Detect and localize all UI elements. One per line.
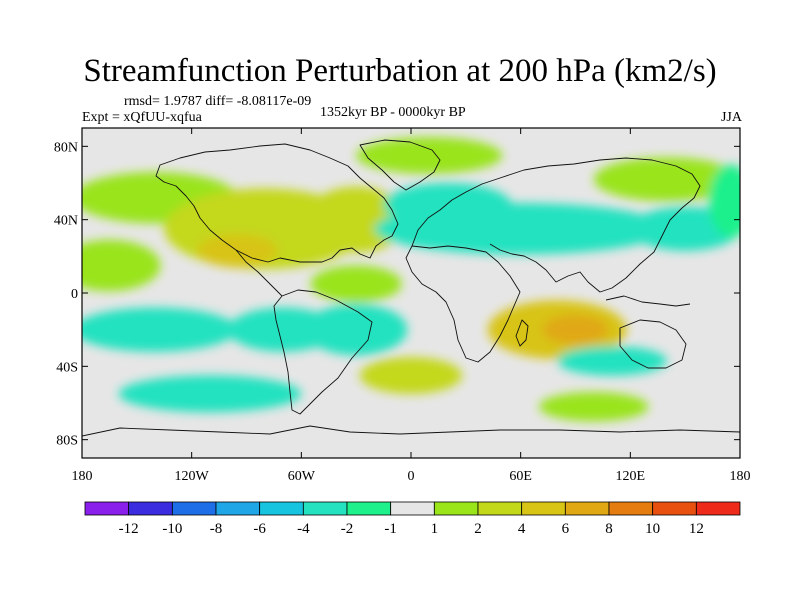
colorbar-label: -4 <box>297 521 310 537</box>
y-tick-label: 80S <box>56 434 78 449</box>
field-region-southern-atlantic-high <box>359 357 463 394</box>
colorbar-label: 2 <box>474 521 482 537</box>
colorbar-swatch <box>215 501 261 516</box>
chart-title: Streamfunction Perturbation at 200 hPa (… <box>83 53 717 89</box>
colorbar-swatch <box>521 501 566 516</box>
colorbar-swatch <box>695 501 741 516</box>
coast-maritime <box>605 295 691 307</box>
field-layer <box>82 137 740 422</box>
coast-greenland <box>359 139 441 191</box>
field-region-southern-ocean-band <box>538 392 649 422</box>
field-region-southern-pacific-low <box>118 375 302 413</box>
experiment-label: Expt = xQfUU-xqfua <box>82 110 202 125</box>
field-region-tropical-pacific-band <box>82 239 161 292</box>
colorbar-label: 10 <box>645 521 660 537</box>
colorbar-label: 4 <box>518 521 526 537</box>
colorbar-swatch <box>128 501 173 516</box>
x-tick-label: 120E <box>616 469 646 484</box>
colorbar-label: -12 <box>119 521 139 537</box>
colorbar-label: -1 <box>384 521 397 537</box>
field-region-indian-ocean-core <box>542 315 609 345</box>
x-tick-label: 180 <box>730 469 751 484</box>
field-region-south-pacific-low <box>82 307 238 352</box>
x-tick-label: 60W <box>288 469 316 484</box>
coast-central-america <box>235 249 283 297</box>
colorbar-swatch <box>564 501 610 516</box>
colorbar-swatch <box>608 501 654 516</box>
coast-antarctica <box>82 425 740 437</box>
x-tick-label: 180 <box>72 469 93 484</box>
field-blobs <box>82 137 740 422</box>
field-region-atlantic-tropical-band <box>310 265 402 303</box>
season-label: JJA <box>720 110 742 125</box>
coastlines <box>82 139 740 437</box>
coast-africa <box>405 245 521 363</box>
x-axis: 180 120W 60W 0 60E 120E 180 <box>72 128 751 484</box>
field-region-southern-indian-low <box>557 346 667 376</box>
colorbar-swatch <box>346 501 392 516</box>
colorbar-label: 6 <box>562 521 570 537</box>
x-tick-label: 0 <box>408 469 415 484</box>
x-tick-label: 120W <box>175 469 210 484</box>
y-tick-label: 40N <box>54 214 78 229</box>
colorbar-swatch <box>302 501 348 516</box>
y-axis: 80N 40N 0 40S 80S <box>54 140 740 449</box>
colorbar-label: -6 <box>253 521 266 537</box>
colorbar: -12 -10 -8 -6 -4 -2 -1 1 2 4 6 8 10 12 <box>84 501 741 537</box>
colorbar-label: -10 <box>162 521 182 537</box>
coast-north-america <box>155 143 399 263</box>
stats-text: rmsd= 1.9787 diff= -8.08117e-09 <box>124 94 312 109</box>
coast-south-america <box>273 289 373 415</box>
period-label: 1352kyr BP - 0000kyr BP <box>320 105 466 120</box>
colorbar-label: 12 <box>689 521 704 537</box>
field-region-arctic-atlantic <box>356 137 503 174</box>
colorbar-swatch <box>84 501 130 516</box>
coast-australia <box>619 319 687 369</box>
x-tick-label: 60E <box>509 469 532 484</box>
field-region-aleutian-low <box>708 164 740 238</box>
colorbar-swatch <box>652 501 697 516</box>
y-tick-label: 80N <box>54 140 78 155</box>
field-region-europe-low <box>383 183 512 227</box>
colorbar-label: -2 <box>341 521 354 537</box>
field-region-eastern-asia-band <box>593 157 740 202</box>
coast-europe-asia <box>411 157 701 293</box>
colorbar-label: -8 <box>210 521 223 537</box>
field-region-south-atlantic-low <box>304 304 408 356</box>
colorbar-label: 8 <box>605 521 613 537</box>
colorbar-swatch <box>390 501 435 516</box>
colorbar-label: 1 <box>431 521 439 537</box>
y-tick-label: 40S <box>56 360 78 375</box>
colorbar-swatch <box>259 501 304 516</box>
y-tick-label: 0 <box>71 287 78 302</box>
colorbar-swatch <box>171 501 217 516</box>
colorbar-swatch <box>477 501 523 516</box>
coast-madagascar <box>515 319 529 347</box>
colorbar-swatch <box>433 501 479 516</box>
